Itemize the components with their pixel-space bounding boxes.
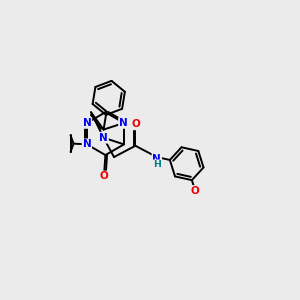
Text: O: O: [131, 119, 140, 129]
Text: H: H: [153, 160, 161, 169]
Text: N: N: [99, 133, 108, 143]
Text: N: N: [82, 118, 91, 128]
Text: N: N: [152, 154, 161, 164]
Text: O: O: [191, 186, 200, 196]
Text: N: N: [119, 118, 128, 128]
Text: O: O: [100, 172, 108, 182]
Text: N: N: [82, 140, 91, 149]
